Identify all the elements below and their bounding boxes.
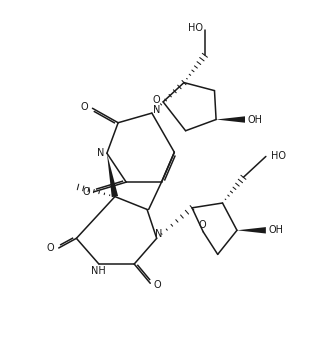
Polygon shape <box>216 116 245 123</box>
Text: NH: NH <box>91 266 106 276</box>
Text: HO: HO <box>188 23 203 33</box>
Text: N: N <box>155 228 162 238</box>
Text: O: O <box>152 95 160 105</box>
Text: HO: HO <box>271 151 286 161</box>
Text: O: O <box>81 102 88 112</box>
Text: O: O <box>47 243 55 253</box>
Text: O: O <box>82 187 90 197</box>
Text: OH: OH <box>269 225 284 235</box>
Text: OH: OH <box>248 115 263 125</box>
Polygon shape <box>107 153 118 197</box>
Text: O: O <box>198 220 206 230</box>
Text: N: N <box>97 148 104 158</box>
Polygon shape <box>237 227 266 234</box>
Text: N: N <box>153 105 161 115</box>
Text: O: O <box>153 280 161 290</box>
